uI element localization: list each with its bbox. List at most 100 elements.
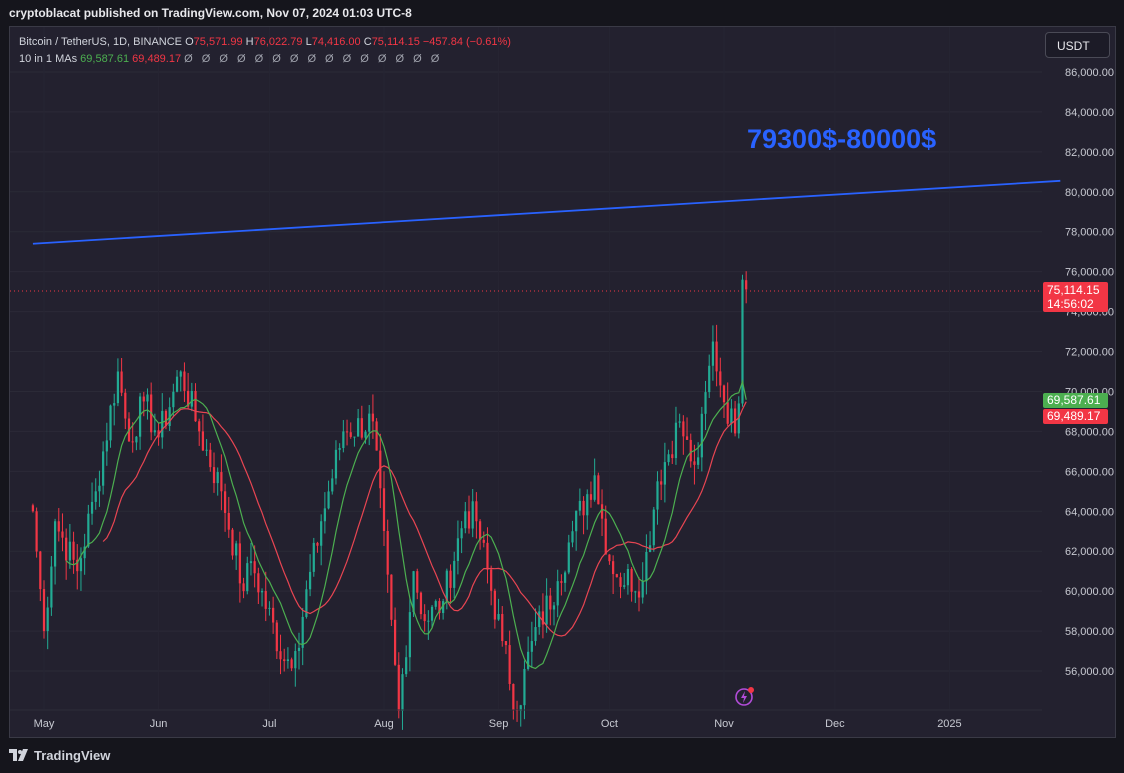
candle-body bbox=[371, 413, 375, 422]
currency-button[interactable]: USDT bbox=[1045, 32, 1110, 58]
target-annotation[interactable]: 79300$-80000$ bbox=[747, 124, 937, 154]
candle-body bbox=[260, 590, 264, 593]
price-tick-label: 66,000.00 bbox=[1065, 466, 1114, 478]
candle-body bbox=[53, 521, 57, 567]
candle-body bbox=[626, 569, 630, 586]
ma-fast-value: 69,587.61 bbox=[80, 53, 130, 65]
symbol-name[interactable]: Bitcoin / TetherUS, 1D, BINANCE bbox=[19, 36, 183, 48]
candle-body bbox=[660, 481, 663, 485]
candle-body bbox=[390, 574, 393, 620]
low-value: 74,416.00 bbox=[311, 36, 361, 48]
candle-body bbox=[312, 542, 315, 572]
candle-body bbox=[342, 431, 345, 449]
candle-body bbox=[423, 614, 426, 622]
tradingview-logo-icon bbox=[9, 749, 28, 761]
candle-body bbox=[161, 410, 164, 438]
candle-body bbox=[545, 595, 548, 625]
resistance-trendline[interactable] bbox=[32, 179, 1061, 245]
price-tick-label: 68,000.00 bbox=[1065, 426, 1114, 438]
candle-body bbox=[360, 418, 363, 438]
candlestick-series bbox=[31, 271, 748, 730]
candle-body bbox=[94, 491, 97, 502]
candle-body bbox=[623, 585, 626, 587]
bar-countdown: 14:56:02 bbox=[1047, 297, 1094, 311]
candle-body bbox=[549, 595, 552, 610]
candle-body bbox=[242, 583, 245, 592]
time-tick-label: Oct bbox=[601, 718, 618, 730]
candle-body bbox=[538, 611, 541, 628]
flash-alert-icon[interactable] bbox=[734, 686, 754, 706]
candle-body bbox=[179, 371, 182, 377]
price-tick-label: 80,000.00 bbox=[1065, 187, 1114, 199]
ma-slow-price-tag: 69,489.17 bbox=[1043, 409, 1108, 424]
time-tick-label: 2025 bbox=[937, 718, 961, 730]
last-price-value: 75,114.15 bbox=[1047, 283, 1100, 297]
time-tick-label: Nov bbox=[714, 718, 734, 730]
candle-body bbox=[253, 561, 256, 574]
candle-body bbox=[349, 432, 352, 437]
candle-body bbox=[697, 457, 700, 465]
candle-body bbox=[419, 592, 423, 615]
candle-body bbox=[290, 659, 293, 669]
candle-body bbox=[685, 436, 689, 440]
price-tick-label: 62,000.00 bbox=[1065, 546, 1114, 558]
price-tick-label: 64,000.00 bbox=[1065, 506, 1114, 518]
candle-body bbox=[563, 572, 567, 583]
candle-body bbox=[131, 441, 134, 443]
candle-body bbox=[704, 392, 707, 414]
ma-fast-line bbox=[65, 379, 747, 670]
change-value: −457.84 (−0.61%) bbox=[422, 36, 511, 48]
price-tick-label: 84,000.00 bbox=[1065, 107, 1114, 119]
candle-body bbox=[726, 402, 729, 424]
candle-body bbox=[593, 475, 596, 500]
candle-body bbox=[375, 421, 378, 451]
candle-body bbox=[405, 657, 408, 675]
candle-body bbox=[663, 462, 666, 485]
candle-body bbox=[597, 475, 600, 505]
indicator-label[interactable]: 10 in 1 MAs bbox=[19, 53, 78, 65]
candle-body bbox=[353, 436, 356, 438]
publish-header: cryptoblacat published on TradingView.co… bbox=[0, 0, 1124, 26]
candle-body bbox=[46, 607, 49, 632]
candle-body bbox=[301, 616, 304, 648]
candle-body bbox=[656, 481, 659, 510]
candle-body bbox=[567, 542, 570, 573]
candle-body bbox=[345, 431, 349, 433]
candle-body bbox=[486, 542, 489, 570]
candle-body bbox=[586, 494, 589, 516]
open-value: 75,571.99 bbox=[193, 36, 243, 48]
price-tick-label: 76,000.00 bbox=[1065, 267, 1114, 279]
ma-slow-value: 69,489.17 bbox=[132, 53, 182, 65]
candle-body bbox=[223, 491, 227, 513]
candle-body bbox=[201, 431, 205, 451]
ma-slow-line bbox=[102, 401, 747, 637]
candle-body bbox=[678, 421, 681, 423]
candle-body bbox=[187, 390, 190, 407]
time-axis[interactable]: May Jun Jul Aug Sep Oct Nov Dec 2025 bbox=[34, 718, 962, 730]
candle-body bbox=[453, 560, 456, 588]
candle-body bbox=[61, 531, 64, 538]
candle-body bbox=[113, 403, 116, 406]
candle-body bbox=[490, 569, 493, 591]
candle-body bbox=[556, 581, 559, 606]
price-axis[interactable]: 56,000.00 58,000.00 60,000.00 62,000.00 64,0… bbox=[1065, 67, 1114, 678]
candle-body bbox=[76, 559, 79, 572]
candle-body bbox=[467, 511, 471, 529]
candle-body bbox=[674, 422, 678, 459]
candle-body bbox=[412, 571, 415, 613]
candle-body bbox=[124, 392, 127, 419]
candle-body bbox=[604, 518, 607, 555]
candle-body bbox=[730, 408, 733, 424]
candle-body bbox=[338, 448, 341, 450]
candle-body bbox=[120, 371, 123, 393]
low-label: L bbox=[305, 36, 312, 48]
candle-body bbox=[541, 611, 545, 625]
candle-body bbox=[578, 500, 581, 511]
candle-body bbox=[745, 280, 748, 290]
candle-body bbox=[608, 554, 611, 562]
price-tick-label: 60,000.00 bbox=[1065, 586, 1114, 598]
candle-body bbox=[715, 341, 718, 372]
time-tick-label: Sep bbox=[489, 718, 509, 730]
candle-body bbox=[183, 371, 186, 391]
